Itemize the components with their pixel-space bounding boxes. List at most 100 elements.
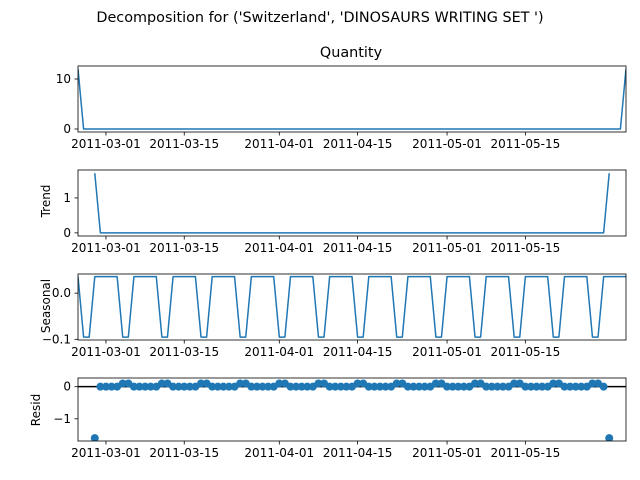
seasonal-series-line	[78, 275, 626, 338]
resid-point-2011-03-20	[208, 382, 217, 391]
trend-ylabel: Trend	[39, 185, 53, 219]
resid-point-2011-03-02	[107, 382, 116, 391]
resid-ylabel: Resid	[29, 394, 43, 426]
resid-plot-area	[78, 379, 626, 441]
resid-point-2011-04-10	[325, 382, 334, 391]
resid-xtick-label: 2011-04-15	[323, 446, 393, 460]
observed-xtick-label: 2011-04-01	[244, 137, 314, 151]
trend-xtick-label: 2011-03-01	[71, 241, 141, 255]
resid-point-2011-03-14	[174, 382, 183, 391]
observed-xtick-label: 2011-04-15	[323, 137, 393, 151]
resid-point-2011-05-11	[498, 382, 507, 391]
observed-plot-area	[78, 68, 626, 130]
resid-point-2011-05-20	[549, 379, 558, 388]
resid-point-2011-04-19	[375, 382, 384, 391]
resid-point-2011-05-29	[599, 382, 608, 391]
trend-xtick-label: 2011-05-01	[412, 241, 482, 255]
resid-point-2011-03-28	[252, 382, 261, 391]
trend-xtick-label: 2011-04-01	[244, 241, 314, 255]
resid-point-2011-03-06	[129, 382, 138, 391]
resid-axes-frame	[77, 377, 627, 442]
resid-point-2011-04-01	[275, 379, 284, 388]
trend-axes-frame	[77, 169, 627, 237]
resid-point-2011-03-13	[169, 382, 178, 391]
resid-point-2011-05-08	[482, 382, 491, 391]
resid-point-2011-05-09	[487, 382, 496, 391]
resid-point-2011-03-29	[258, 382, 267, 391]
resid-point-2011-04-08	[314, 379, 323, 388]
resid-point-2011-03-18	[197, 379, 206, 388]
resid-point-2011-05-16	[526, 382, 535, 391]
resid-point-2011-04-24	[403, 382, 412, 391]
resid-point-2011-03-16	[185, 382, 194, 391]
resid-point-2011-05-27	[588, 379, 597, 388]
observed-panel: Quantity 0 10 2011-03-01 2011-03-15 2011-04-…	[56, 45, 627, 151]
resid-point-2011-05-17	[532, 382, 541, 391]
resid-point-2011-05-22	[560, 382, 569, 391]
observed-ytick-label: 0	[63, 122, 71, 136]
seasonal-ylabel: Seasonal	[39, 279, 53, 333]
resid-xtick-label: 2011-05-15	[490, 446, 560, 460]
resid-point-2011-04-11	[331, 382, 340, 391]
seasonal-plot-area	[78, 275, 626, 338]
resid-ytick-label: −1	[53, 412, 71, 426]
resid-point-2011-03-11	[157, 379, 166, 388]
resid-point-2011-03-23	[224, 382, 233, 391]
resid-point-2011-05-30	[605, 434, 614, 441]
trend-xtick-label: 2011-04-15	[323, 241, 393, 255]
resid-xtick-label: 2011-03-15	[149, 446, 219, 460]
resid-point-2011-03-04	[118, 379, 127, 388]
seasonal-ytick-label: 0.0	[52, 286, 71, 300]
trend-panel: Trend 0 1 2011-03-01 2011-03-15 2011-04-01 20…	[39, 169, 627, 255]
resid-point-2011-03-27	[247, 382, 256, 391]
seasonal-xtick-label: 2011-03-15	[149, 345, 219, 359]
resid-point-2011-02-27	[90, 434, 99, 441]
resid-point-2011-05-01	[443, 382, 452, 391]
resid-point-2011-04-26	[415, 382, 424, 391]
resid-point-2011-05-10	[493, 382, 502, 391]
resid-xtick-label: 2011-04-01	[244, 446, 314, 460]
resid-point-2011-04-20	[381, 382, 390, 391]
resid-point-2011-05-24	[571, 382, 580, 391]
resid-panel: Resid 0 −1 2011-03-01 2011-03-15 2011-04-01 2…	[29, 377, 627, 460]
resid-point-2011-03-30	[264, 382, 273, 391]
resid-point-2011-05-06	[471, 379, 480, 388]
resid-point-2011-03-09	[146, 382, 155, 391]
observed-axes-frame	[77, 65, 627, 133]
observed-xtick-label: 2011-03-01	[71, 137, 141, 151]
observed-ytick-label: 10	[56, 72, 71, 86]
resid-point-2011-04-18	[370, 382, 379, 391]
trend-xtick-label: 2011-05-15	[490, 241, 560, 255]
seasonal-xtick-label: 2011-04-01	[244, 345, 314, 359]
observed-xtick-label: 2011-05-01	[412, 137, 482, 151]
trend-series-line	[94, 173, 610, 234]
observed-xtick-label: 2011-03-15	[149, 137, 219, 151]
resid-point-2011-04-03	[286, 382, 295, 391]
resid-point-2011-04-12	[336, 382, 345, 391]
resid-xtick-label: 2011-05-01	[412, 446, 482, 460]
resid-point-2011-03-01	[101, 382, 110, 391]
resid-point-2011-04-15	[353, 379, 362, 388]
resid-point-2011-03-15	[180, 382, 189, 391]
resid-point-2011-05-15	[521, 382, 530, 391]
seasonal-xtick-label: 2011-04-15	[323, 345, 393, 359]
observed-series-line	[78, 68, 626, 130]
resid-point-2011-05-23	[566, 382, 575, 391]
resid-point-2011-03-25	[236, 379, 245, 388]
resid-point-2011-02-28	[96, 382, 105, 391]
resid-point-2011-04-29	[431, 379, 440, 388]
figure-suptitle: Decomposition for ('Switzerland', 'DINOS…	[96, 10, 543, 26]
resid-point-2011-05-02	[448, 382, 457, 391]
resid-point-2011-03-22	[219, 382, 228, 391]
trend-ytick-label: 1	[63, 191, 71, 205]
observed-xtick-label: 2011-05-15	[490, 137, 560, 151]
resid-point-2011-04-22	[392, 379, 401, 388]
resid-point-2011-05-03	[454, 382, 463, 391]
resid-point-2011-05-18	[538, 382, 547, 391]
resid-point-2011-04-25	[409, 382, 418, 391]
seasonal-axes-frame	[77, 273, 627, 341]
trend-ytick-label: 0	[63, 226, 71, 240]
observed-panel-title: Quantity	[320, 45, 383, 61]
